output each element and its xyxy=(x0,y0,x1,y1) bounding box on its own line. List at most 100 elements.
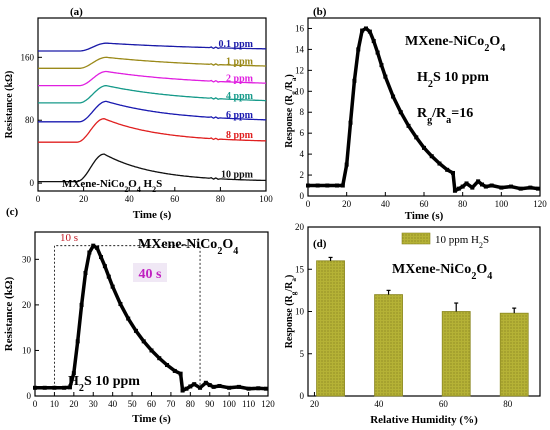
panel-d-ytick-label: 5 xyxy=(300,349,305,359)
panel-d-ytick-label: 15 xyxy=(295,264,305,274)
panel-c-ytick-label: 10 xyxy=(22,345,32,355)
panel-b-point xyxy=(340,183,345,188)
panel-d-xtick-label: 20 xyxy=(310,399,320,409)
panel-d-ylabel: Response (Rg/Ra) xyxy=(284,275,298,349)
panel-b-annotation-ratio: Rg/Ra=16 xyxy=(417,106,473,126)
panel-d-bar xyxy=(499,312,529,397)
panel-b-xlabel: Time (s) xyxy=(405,210,444,222)
panel-c-point xyxy=(118,301,123,306)
panel-c-point xyxy=(67,385,72,390)
panel-b-point xyxy=(536,186,541,191)
panel-a-annotation: MXene-NiCo2O4 H2S xyxy=(62,178,162,194)
panel-c-point xyxy=(211,384,216,389)
panel-b-point xyxy=(456,186,461,191)
panel-b-point xyxy=(489,183,494,188)
panel-c-annotation-recovery: 40 s xyxy=(139,267,163,282)
panel-b-ytick-label: 2 xyxy=(300,170,305,180)
panel-b-point xyxy=(451,170,455,175)
panel-b-title: MXene-NiCo2O4 xyxy=(405,34,505,54)
panel-a-xtick-label: 100 xyxy=(259,194,273,204)
panel-a-series-label: 8 ppm xyxy=(226,130,254,141)
panel-c-xtick-label: 80 xyxy=(186,399,196,409)
panel-c-point xyxy=(33,385,37,390)
panel-c-point xyxy=(180,388,185,393)
panel-c-point xyxy=(157,356,162,361)
panel-c-point xyxy=(246,386,251,391)
panel-a-series-line xyxy=(38,84,266,104)
panel-c-point xyxy=(264,386,269,391)
panel-c-point xyxy=(198,385,203,390)
panel-b-point xyxy=(509,184,513,189)
panel-c-point xyxy=(83,271,88,275)
panel-d-legend-swatch xyxy=(401,232,431,245)
panel-a-ytick-label: 80 xyxy=(25,115,35,125)
panel-c-point xyxy=(256,386,261,391)
panel-c-point xyxy=(133,328,138,333)
panel-b-label: (b) xyxy=(313,6,327,18)
panel-b-xtick-label: 120 xyxy=(533,199,547,209)
panel-c-annotation-recovery-bg xyxy=(133,263,167,282)
panel-c-title: MXene-NiCo2O4 xyxy=(138,237,238,257)
panel-b-point xyxy=(306,183,310,188)
panel-a-xtick-label: 80 xyxy=(216,194,226,204)
panel-b-point xyxy=(367,29,372,34)
panel-b-ytick-label: 12 xyxy=(295,65,304,75)
panel-a-series-line xyxy=(38,100,266,123)
panel-c-point xyxy=(207,383,212,388)
panel-c-recovery-window xyxy=(93,245,201,388)
panel-a-series-line xyxy=(38,153,267,183)
panel-b-point xyxy=(528,185,533,190)
panel-c-point xyxy=(102,264,107,269)
panel-a-xtick-label: 0 xyxy=(36,194,41,204)
panel-b-point xyxy=(518,186,523,191)
panel-b-point xyxy=(398,110,403,115)
panel-c-xtick-label: 120 xyxy=(261,399,275,409)
panel-d-xtick-label: 80 xyxy=(503,399,513,409)
panel-c-xtick-label: 30 xyxy=(89,399,99,409)
panel-b-point xyxy=(335,183,339,188)
panel-d-ytick-label: 10 xyxy=(295,307,305,317)
panel-c-point xyxy=(52,385,57,390)
panel-a-label: (a) xyxy=(70,6,83,18)
panel-d-legend-label: 10 ppm H2S xyxy=(435,234,489,250)
panel-b-point xyxy=(499,185,504,190)
panel-b-xtick-label: 40 xyxy=(381,199,391,209)
panel-c-xlabel: Time (s) xyxy=(132,413,171,425)
panel-c-point xyxy=(184,386,189,391)
panel-d-xtick-label: 60 xyxy=(439,399,449,409)
panel-b-point xyxy=(371,39,376,44)
panel-c-xtick-label: 40 xyxy=(108,399,118,409)
panel-a-series-label: 2 ppm xyxy=(226,74,254,85)
panel-b-point xyxy=(414,135,419,140)
panel-b-point xyxy=(325,183,330,188)
panel-c-point xyxy=(79,302,84,307)
panel-c-ytick-label: 20 xyxy=(22,300,32,310)
panel-c-xtick-label: 10 xyxy=(50,399,60,409)
panel-a-plot: 0 20 40 60 80 100 0 80 160 (a) Time (s) Resistance … xyxy=(4,6,273,221)
panel-b-ytick-label: 10 xyxy=(295,86,305,96)
panel-b-ytick-label: 16 xyxy=(295,23,305,33)
panel-a-series-line xyxy=(38,70,267,87)
panel-b-point xyxy=(460,184,465,189)
panel-b-ytick-label: 4 xyxy=(300,149,305,159)
panel-b-point xyxy=(348,120,353,125)
panel-b-point xyxy=(476,179,481,184)
panel-b-point xyxy=(364,26,368,31)
panel-b-xtick-label: 60 xyxy=(420,199,430,209)
panel-c-point xyxy=(203,380,208,385)
panel-c-point xyxy=(106,274,111,279)
panel-a-ylabel: Resistance (kΩ) xyxy=(4,71,15,139)
panel-a-series-label: 4 ppm xyxy=(226,91,254,102)
panel-d-title: MXene-NiCo2O4 xyxy=(392,262,492,282)
panel-c-point xyxy=(42,385,47,390)
panel-c-point xyxy=(149,348,154,353)
panel-b-ytick-label: 0 xyxy=(300,191,305,201)
panel-d-ytick-label: 0 xyxy=(300,391,305,401)
panel-b-plot: 0 20 40 60 80 100 120 0 2 4 6 8 10 12 14 16 (b) Time (s) R… xyxy=(284,6,547,222)
panel-c-point xyxy=(141,339,146,344)
panel-a-series-label: 6 ppm xyxy=(226,110,254,121)
panel-b-point xyxy=(452,188,457,193)
panel-d-xlabel: Relative Humidity (%) xyxy=(370,414,478,426)
panel-a-series-line xyxy=(38,42,266,52)
panel-a-series-label: 10 ppm xyxy=(221,170,254,181)
